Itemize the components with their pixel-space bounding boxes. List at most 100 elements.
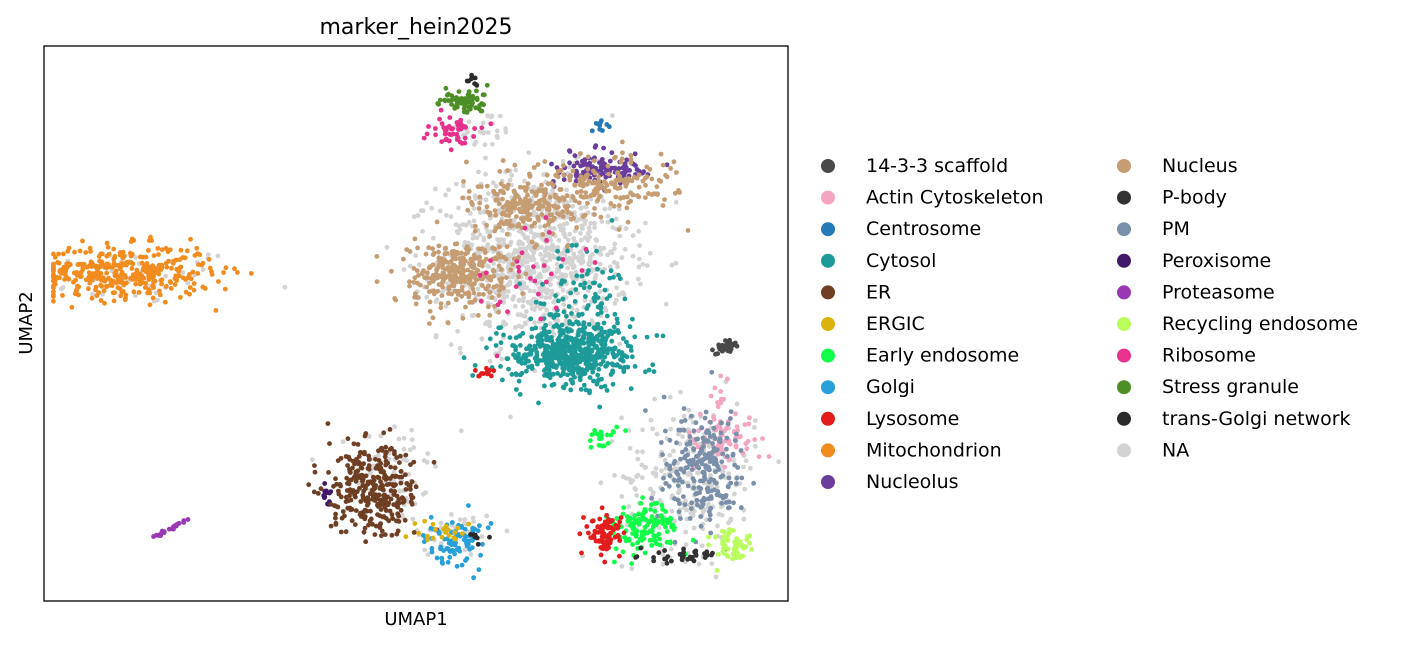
data-point [521, 353, 527, 359]
data-point [654, 333, 660, 338]
data-point [669, 262, 675, 268]
data-point [523, 188, 529, 194]
data-point [407, 263, 413, 269]
data-point [448, 273, 453, 278]
data-point [470, 373, 476, 378]
data-point [545, 353, 551, 358]
data-point [608, 268, 614, 274]
data-point [593, 530, 598, 535]
data-point [178, 247, 184, 253]
data-point [415, 213, 421, 218]
data-point [752, 444, 758, 449]
data-point [581, 350, 587, 355]
data-point [713, 574, 719, 580]
data-point [120, 249, 126, 255]
data-point [408, 462, 413, 467]
data-point [472, 297, 478, 303]
data-point [149, 264, 155, 270]
data-point [627, 324, 633, 330]
data-point [609, 165, 615, 171]
data-point [596, 174, 601, 180]
data-point [409, 501, 415, 507]
data-point [401, 267, 407, 272]
legend-marker [821, 348, 835, 363]
data-point [122, 253, 127, 259]
data-point [565, 372, 570, 378]
data-point [665, 554, 671, 559]
data-point [718, 430, 724, 436]
data-point [476, 373, 482, 379]
data-point [698, 478, 703, 484]
data-point [478, 552, 483, 558]
data-point [718, 389, 724, 394]
data-point [708, 473, 713, 478]
data-point [617, 341, 622, 347]
data-point [425, 537, 431, 543]
data-point [686, 430, 692, 435]
data-point [674, 469, 680, 475]
data-point [564, 206, 570, 212]
data-point [384, 482, 390, 488]
cluster-lysosome [577, 505, 627, 565]
data-point [468, 552, 474, 557]
data-point [597, 261, 603, 267]
data-point [578, 174, 584, 180]
data-point [581, 322, 586, 328]
data-point [248, 271, 254, 276]
data-point [423, 251, 429, 257]
data-point [597, 516, 603, 522]
data-point [518, 258, 523, 264]
cluster-14-3-3-scaffold [710, 337, 740, 357]
data-point [549, 338, 555, 344]
data-point [615, 170, 620, 176]
data-point [598, 302, 604, 307]
data-point [575, 320, 581, 325]
data-point [452, 551, 457, 557]
data-point [600, 128, 605, 133]
data-point [108, 277, 113, 283]
data-point [524, 346, 529, 352]
data-point [389, 532, 395, 538]
data-point [471, 261, 476, 267]
data-point [195, 271, 201, 276]
data-point [660, 333, 666, 339]
data-point [51, 273, 56, 278]
data-point [730, 528, 736, 533]
data-point [725, 421, 731, 427]
data-point [536, 400, 541, 406]
data-point [701, 444, 706, 449]
data-point [576, 312, 582, 317]
data-point [567, 231, 573, 237]
data-point [470, 202, 475, 207]
data-point [370, 474, 376, 480]
data-point [726, 440, 732, 446]
data-point [739, 475, 745, 481]
data-point [628, 480, 634, 485]
data-point [514, 214, 519, 220]
data-point [552, 349, 558, 355]
data-point [503, 256, 509, 262]
data-point [510, 274, 516, 280]
data-point [415, 245, 420, 251]
data-point [550, 218, 555, 223]
data-point [519, 250, 525, 256]
data-point [638, 500, 644, 506]
data-point [742, 422, 748, 427]
data-point [724, 435, 730, 441]
data-point [532, 343, 538, 349]
data-point [571, 163, 577, 169]
data-point [725, 538, 731, 543]
data-point [719, 500, 724, 506]
data-point [579, 311, 585, 317]
data-point [723, 338, 728, 343]
data-point [373, 492, 379, 497]
data-point [453, 181, 459, 187]
data-point [564, 326, 570, 331]
data-point [146, 277, 152, 282]
data-point [209, 269, 214, 274]
data-point [650, 362, 656, 368]
data-point [187, 285, 193, 290]
data-point [544, 238, 549, 243]
data-point [426, 124, 431, 129]
data-point [728, 409, 734, 414]
